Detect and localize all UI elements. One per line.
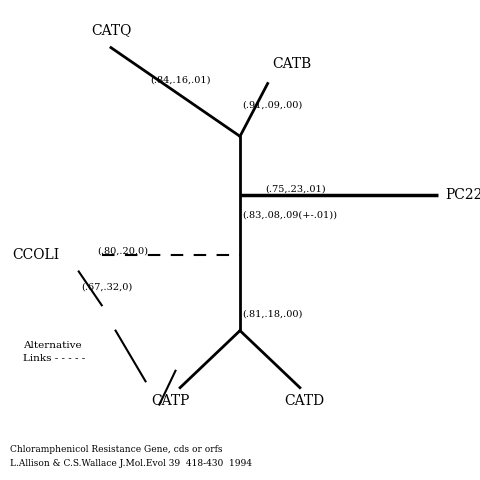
Text: Links - - - - -: Links - - - - - — [24, 354, 85, 363]
Text: (.83,.08,.09(+-.01)): (.83,.08,.09(+-.01)) — [242, 210, 337, 219]
Text: Alternative: Alternative — [24, 341, 82, 350]
Text: CCOLI: CCOLI — [12, 248, 59, 262]
Text: CATB: CATB — [272, 57, 312, 71]
Text: Chloramphenicol Resistance Gene, cds or orfs: Chloramphenicol Resistance Gene, cds or … — [10, 444, 222, 454]
Text: (.91,.09,.00): (.91,.09,.00) — [242, 100, 302, 109]
Text: L.Allison & C.S.Wallace J.Mol.Evol 39  418-430  1994: L.Allison & C.S.Wallace J.Mol.Evol 39 41… — [10, 459, 252, 468]
Text: (.84,.16,.01): (.84,.16,.01) — [150, 75, 211, 84]
Text: (.80,.20,0): (.80,.20,0) — [97, 246, 148, 255]
Text: (.67,.32,0): (.67,.32,0) — [81, 282, 132, 291]
Text: CATQ: CATQ — [91, 23, 131, 37]
Text: CATD: CATD — [285, 394, 324, 408]
Text: (.75,.23,.01): (.75,.23,.01) — [265, 185, 326, 194]
Text: PC221: PC221 — [445, 189, 480, 203]
Text: (.81,.18,.00): (.81,.18,.00) — [242, 310, 303, 319]
Text: CATP: CATP — [152, 394, 190, 408]
